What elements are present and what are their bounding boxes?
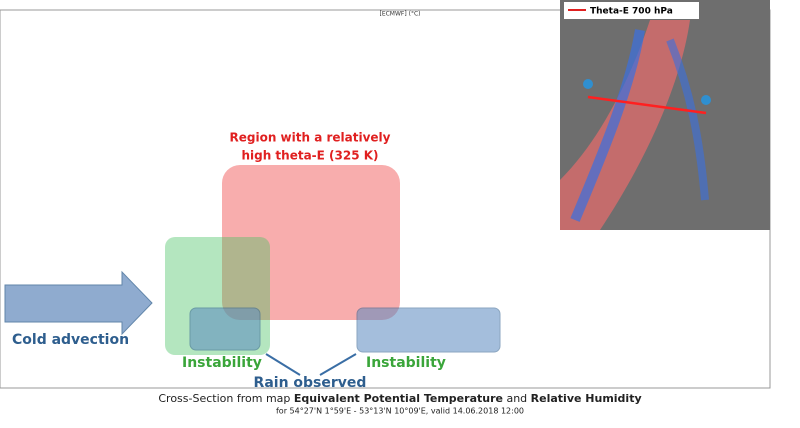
high-theta-region (222, 165, 400, 320)
header: [ECMWF] (°C) (379, 11, 420, 18)
legend-box (564, 2, 699, 19)
rain-band (570, 29, 645, 222)
annotation: Instability (182, 355, 262, 371)
caption-sub: for 54°27'N 1°59'E - 53°13'N 10°09'E, va… (276, 407, 524, 416)
inset-map: Theta-E 700 hPa (560, 0, 770, 230)
arrow (319, 353, 357, 376)
instability-box (356, 307, 501, 353)
instability-box (189, 307, 261, 351)
annotation: Instability (366, 355, 446, 371)
pin (701, 95, 711, 105)
section-line (587, 95, 707, 115)
annotation: Region with a relatively (230, 131, 391, 145)
arrow (265, 353, 301, 376)
caption-part: Cross-Section from map (158, 392, 294, 405)
annotation: Rain observed (254, 375, 367, 391)
annotation: Cold advection (12, 332, 129, 348)
legend-label: Theta-E 700 hPa (590, 7, 673, 17)
caption-part: Equivalent Potential Temperature (294, 392, 503, 405)
pin (583, 79, 593, 89)
cold-advection-arrow (4, 270, 153, 336)
annotation: high theta-E (325 K) (241, 149, 378, 163)
caption: Cross-Section from map Equivalent Potent… (158, 392, 641, 405)
caption-part: Relative Humidity (531, 392, 642, 405)
rain-band (666, 38, 709, 201)
caption-part: and (503, 392, 531, 405)
